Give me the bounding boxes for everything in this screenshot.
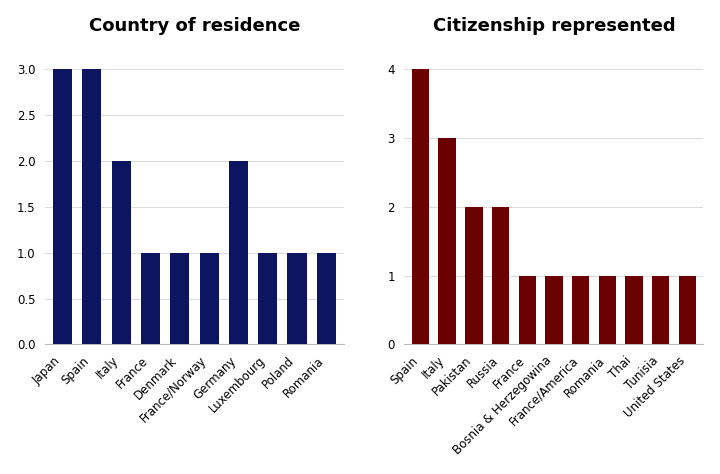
Bar xyxy=(518,275,536,345)
Bar xyxy=(492,207,509,345)
Bar xyxy=(141,253,160,345)
Bar xyxy=(625,275,643,345)
Bar xyxy=(287,253,307,345)
Title: Country of residence: Country of residence xyxy=(89,17,300,35)
Bar xyxy=(199,253,219,345)
Bar xyxy=(545,275,562,345)
Bar xyxy=(465,207,482,345)
Bar xyxy=(317,253,336,345)
Bar xyxy=(229,161,248,345)
Bar xyxy=(112,161,131,345)
Bar xyxy=(53,69,72,345)
Bar xyxy=(412,69,429,345)
Bar xyxy=(82,69,102,345)
Bar xyxy=(572,275,589,345)
Bar xyxy=(598,275,616,345)
Bar xyxy=(170,253,189,345)
Title: Citizenship represented: Citizenship represented xyxy=(433,17,675,35)
Bar xyxy=(652,275,670,345)
Bar xyxy=(679,275,696,345)
Bar xyxy=(258,253,277,345)
Bar xyxy=(438,138,456,345)
